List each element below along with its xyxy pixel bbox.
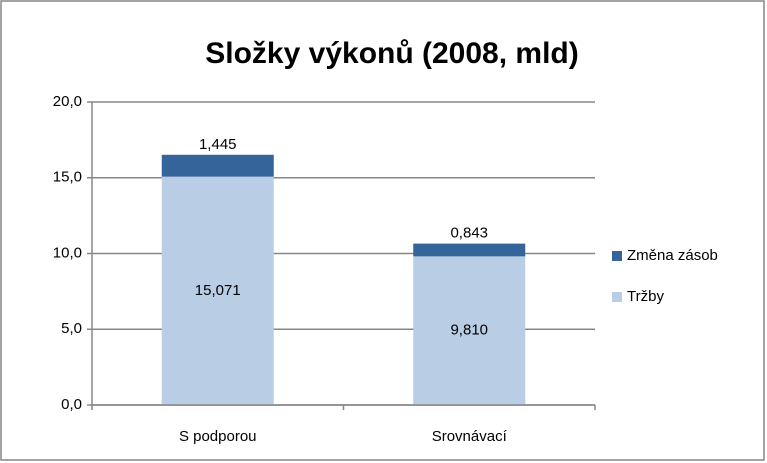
bar-segment [413, 256, 526, 405]
x-tick-label: Srovnávací [432, 428, 508, 445]
legend-swatch [612, 292, 622, 302]
bar-segment [161, 176, 274, 405]
y-tick-label: 15,0 [53, 169, 82, 186]
chart-title: Složky výkonů (2008, mld) [205, 37, 578, 70]
bar-segment [413, 243, 526, 257]
data-label: 15,071 [195, 282, 241, 299]
y-tick-label: 5,0 [61, 320, 82, 337]
y-tick-label: 0,0 [61, 396, 82, 413]
data-label: 0,843 [450, 225, 488, 242]
bar-segment [161, 154, 274, 177]
legend-label: Změna zásob [627, 247, 718, 264]
y-tick-label: 20,0 [53, 93, 82, 110]
data-label: 9,810 [450, 322, 488, 339]
x-tick-label: S podporou [179, 428, 257, 445]
legend-swatch [612, 251, 622, 261]
data-label: 1,445 [199, 136, 237, 153]
y-tick-label: 10,0 [53, 244, 82, 261]
legend-label: Tržby [627, 288, 664, 305]
